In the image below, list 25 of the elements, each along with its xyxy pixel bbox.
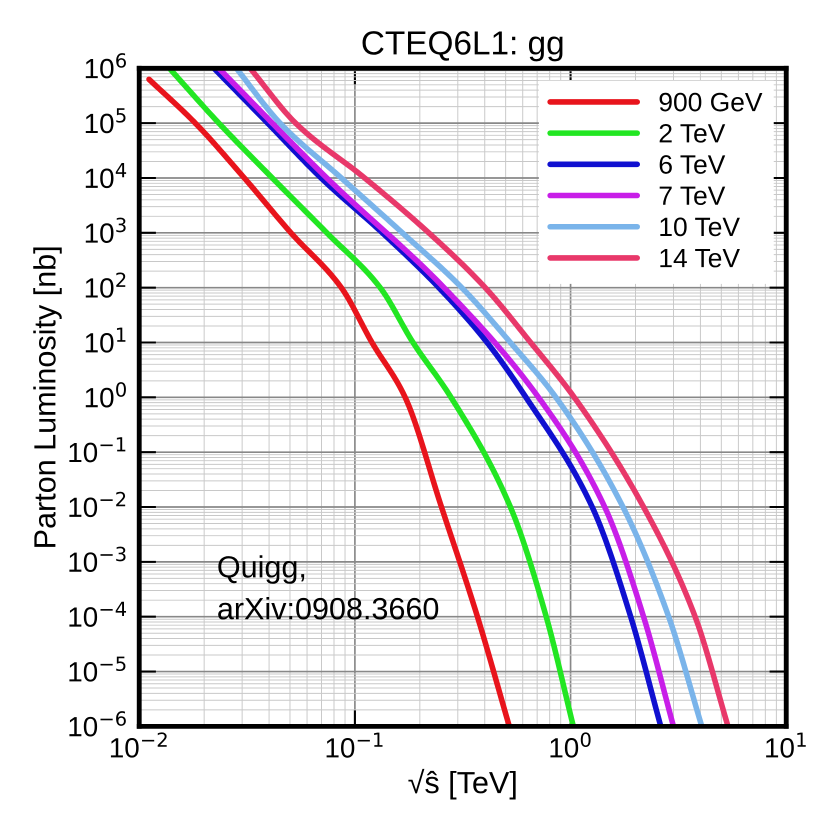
legend-label: 900 GeV bbox=[660, 92, 762, 112]
x-axis-title: √ŝ [TeV] bbox=[408, 768, 516, 800]
y-tick-label: 10$^{−4}$ bbox=[69, 602, 126, 627]
y-tick-label: 10$^{3}$ bbox=[86, 218, 126, 243]
y-axis-title: Parton Luminosity [nb] bbox=[33, 248, 62, 547]
legend-label: 2 TeV bbox=[660, 124, 726, 143]
legend-label: 6 TeV bbox=[660, 155, 726, 174]
y-tick-label: 10$^{1}$ bbox=[86, 328, 126, 353]
y-tick-label: 10$^{−5}$ bbox=[69, 656, 126, 682]
legend-label: 7 TeV bbox=[660, 186, 726, 206]
y-tick-label: 10$^{5}$ bbox=[86, 108, 126, 134]
legend-label: 10 TeV bbox=[660, 218, 740, 236]
y-tick-label: 10$^{−2}$ bbox=[69, 492, 126, 518]
y-tick-label: 10$^{2}$ bbox=[86, 272, 126, 298]
y-tick-label: 10$^{6}$ bbox=[86, 53, 126, 78]
y-tick-label: 10$^{4}$ bbox=[86, 163, 126, 188]
x-tick-label: 10$^{0}$ bbox=[550, 732, 591, 758]
x-tick-label: 10$^{1}$ bbox=[766, 732, 806, 758]
chart-title: CTEQ6L1: gg bbox=[362, 31, 562, 62]
annotation: Quigg, arXiv:0908.3660 bbox=[218, 555, 438, 620]
x-tick-label: 10$^{−1}$ bbox=[326, 732, 383, 758]
y-tick-label: 10$^{0}$ bbox=[86, 382, 126, 408]
legend-label: 14 TeV bbox=[660, 249, 740, 268]
y-tick-label: 10$^{−3}$ bbox=[69, 546, 126, 572]
y-tick-label: 10$^{−1}$ bbox=[69, 437, 126, 462]
